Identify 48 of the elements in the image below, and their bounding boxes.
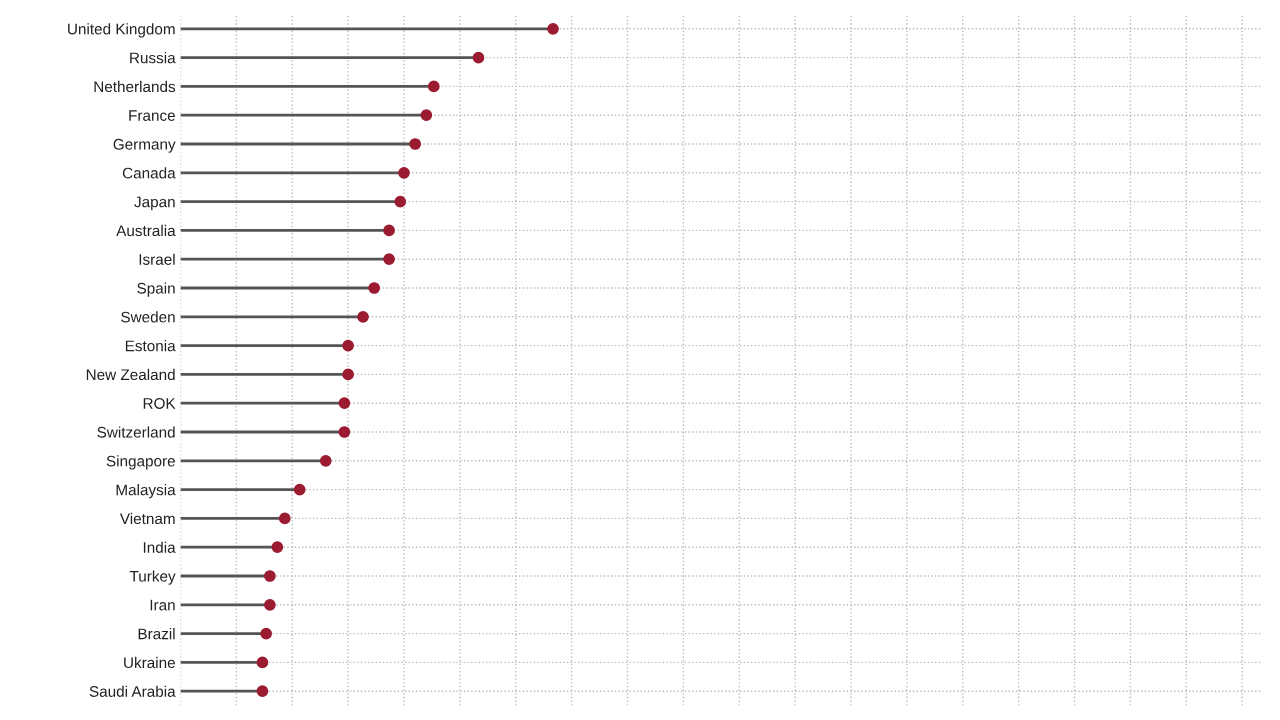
point xyxy=(256,685,269,698)
point xyxy=(427,80,440,93)
y-tick-label: Singapore xyxy=(106,455,175,470)
point xyxy=(319,454,332,467)
y-tick-label: United Kingdom xyxy=(68,23,175,38)
y-tick-label: Australia xyxy=(116,224,176,237)
y-tick-label: New Zealand xyxy=(86,368,175,381)
point xyxy=(420,109,433,122)
point xyxy=(357,310,369,323)
point xyxy=(264,598,276,611)
y-tick-label: Japan xyxy=(134,196,175,211)
point xyxy=(271,541,284,554)
y-tick-label: ROK xyxy=(143,398,176,409)
point xyxy=(342,339,354,352)
y-tick-label: Germany xyxy=(113,138,176,153)
y-tick-label: France xyxy=(129,110,175,121)
point xyxy=(264,570,276,582)
y-tick-label: Sweden xyxy=(121,311,175,323)
point xyxy=(293,483,306,496)
y-tick-label: Iran xyxy=(150,599,175,611)
y-tick-label: Spain xyxy=(137,282,175,297)
y-tick-label: Vietnam xyxy=(119,512,175,525)
point xyxy=(256,656,269,669)
y-tick-label: Israel xyxy=(139,253,175,265)
point xyxy=(278,512,291,525)
point xyxy=(338,426,351,438)
point xyxy=(394,195,407,208)
y-tick-label: Malaysia xyxy=(116,484,176,499)
y-tick-label: Estonia xyxy=(125,340,176,352)
point xyxy=(383,253,395,266)
y-tick-label: India xyxy=(143,541,176,553)
y-tick-label: Turkey xyxy=(129,570,176,585)
point xyxy=(472,51,485,64)
point xyxy=(342,368,354,381)
point xyxy=(383,224,395,237)
y-tick-label: Brazil xyxy=(138,628,175,640)
point xyxy=(338,397,351,410)
y-tick-label: Switzerland xyxy=(97,426,175,438)
y-tick-label: Russia xyxy=(130,52,176,64)
point xyxy=(547,22,559,35)
point xyxy=(368,282,381,294)
y-tick-label: Ukraine xyxy=(124,656,175,669)
y-tick-label: Saudi Arabia xyxy=(89,685,176,697)
point xyxy=(398,166,410,179)
point xyxy=(409,138,422,150)
point xyxy=(260,627,273,640)
y-tick-label: Netherlands xyxy=(94,80,176,93)
y-tick-label: Canada xyxy=(122,167,176,179)
